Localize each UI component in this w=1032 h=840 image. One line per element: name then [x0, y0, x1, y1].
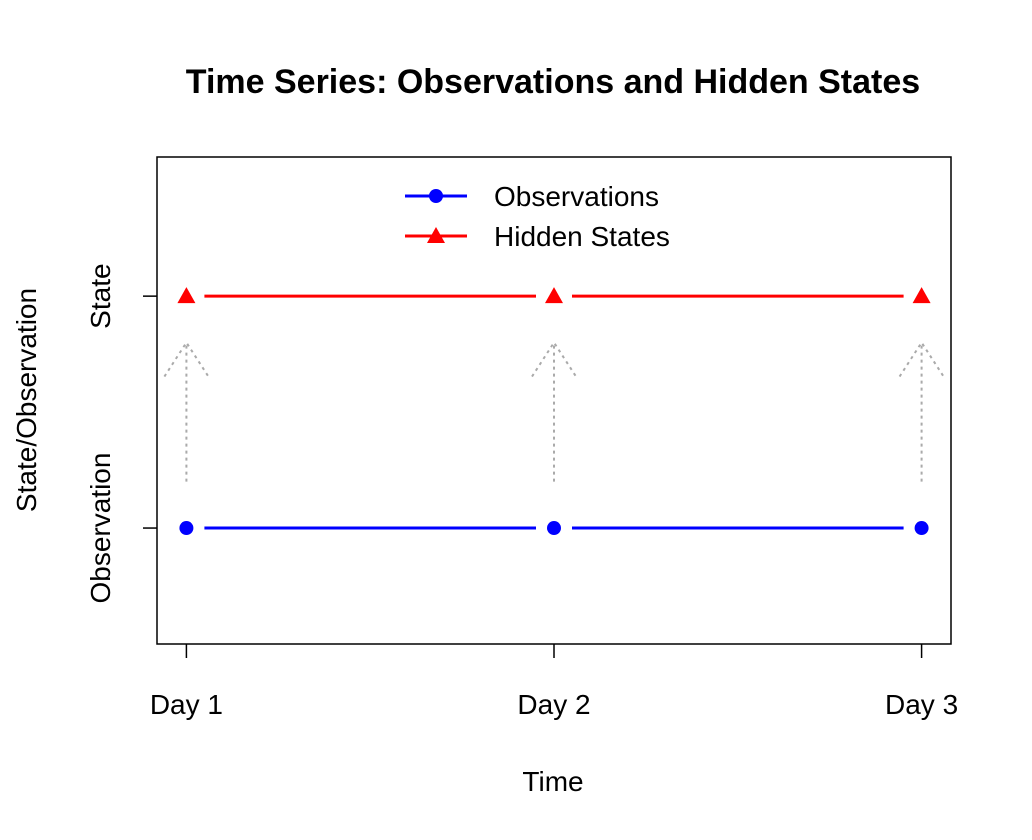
y-tick-label: State: [85, 263, 116, 328]
data-point-hidden-state: [912, 287, 931, 304]
legend-label: Hidden States: [494, 221, 670, 252]
legend-label: Observations: [494, 181, 659, 212]
chart-title: Time Series: Observations and Hidden Sta…: [186, 63, 920, 101]
data-point-observation: [179, 521, 194, 536]
data-point-observation: [547, 521, 561, 536]
x-tick-label: Day 2: [517, 689, 590, 720]
series-layer: [177, 287, 931, 536]
axes-layer: Day 1 Day 2 Day 3 Observation State: [85, 263, 958, 720]
legend-marker-triangle: [427, 227, 445, 243]
legend-marker-circle: [429, 189, 443, 203]
data-point-observation: [914, 521, 929, 536]
x-tick-label: Day 1: [150, 689, 223, 720]
legend: Observations Hidden States: [405, 181, 670, 252]
x-axis-label: Time: [522, 766, 583, 797]
y-tick-label: Observation: [85, 453, 116, 604]
data-point-hidden-state: [177, 287, 196, 304]
data-point-hidden-state: [545, 287, 563, 304]
arrow-annotations: [163, 340, 945, 482]
y-axis-label: State/Observation: [11, 288, 42, 512]
x-tick-label: Day 3: [885, 689, 958, 720]
